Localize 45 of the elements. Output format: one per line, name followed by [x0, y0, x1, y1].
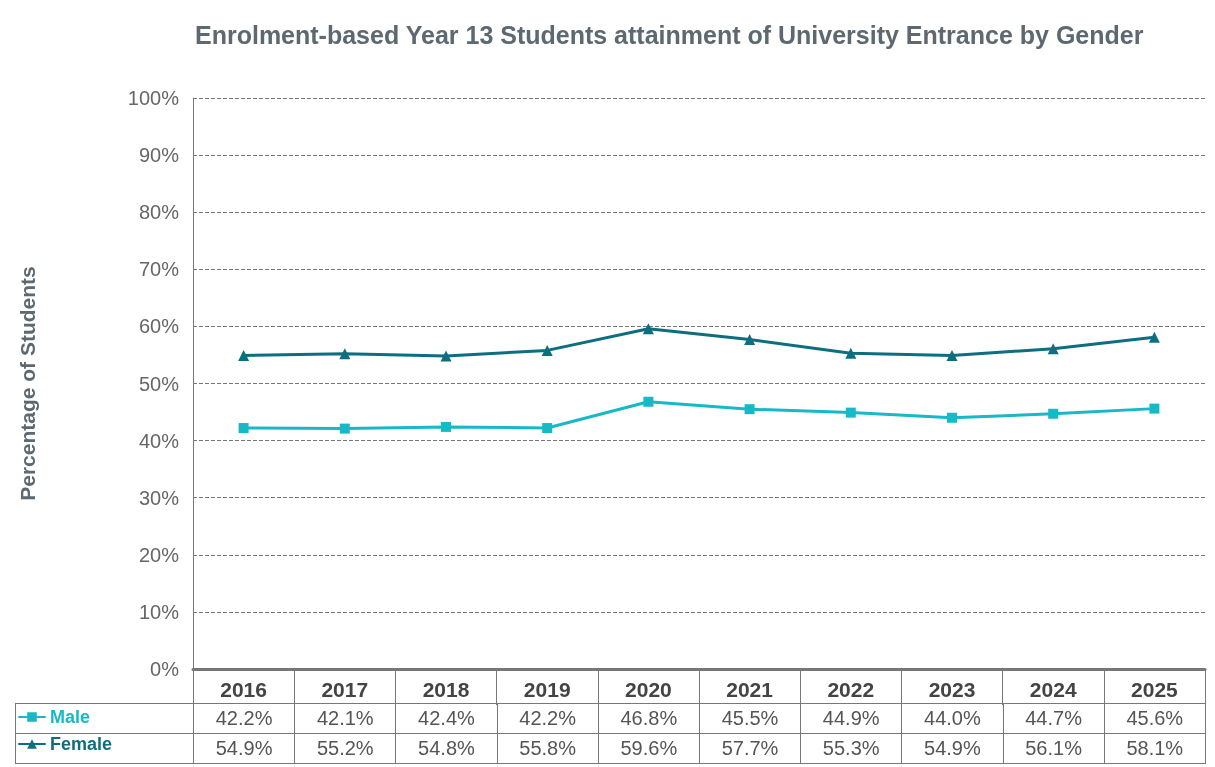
data-label: 57.7%	[699, 733, 801, 764]
x-tick-label: 2024	[1029, 678, 1077, 701]
x-tick-label: 2018	[422, 678, 470, 701]
data-label: 55.8%	[497, 733, 599, 764]
data-label: 55.3%	[800, 733, 902, 764]
data-label: 59.6%	[598, 733, 700, 764]
data-label: 58.1%	[1104, 733, 1206, 764]
data-label: 55.2%	[294, 733, 396, 764]
x-tick-label: 2016	[220, 678, 267, 701]
x-tick-label: 2019	[523, 678, 571, 701]
data-label: 45.6%	[1104, 703, 1206, 734]
x-tick-label: 2020	[625, 678, 672, 701]
data-label: 56.1%	[1003, 733, 1105, 764]
data-label: 44.9%	[800, 703, 902, 734]
x-tick-label: 2025	[1131, 678, 1179, 701]
data-label: 54.8%	[395, 733, 498, 764]
y-tick-label: 70%	[138, 258, 180, 281]
data-label: 45.5%	[699, 703, 801, 734]
chart-title: Enrolment-based Year 13 Students attainment of University Entrance by Gender	[195, 21, 1144, 49]
y-tick-label: 40%	[138, 429, 180, 452]
data-label: 42.4%	[395, 703, 498, 734]
data-label: 42.1%	[294, 703, 396, 734]
data-label: 54.9%	[901, 733, 1003, 764]
data-label: 42.2%	[497, 703, 599, 734]
y-tick-label: 100%	[127, 87, 180, 109]
x-tick-label: 2023	[928, 678, 976, 701]
y-axis-title: Percentage of Students	[16, 266, 39, 501]
data-label: 42.2%	[193, 703, 295, 734]
y-tick-label: 30%	[138, 486, 180, 509]
y-tick-label: 60%	[138, 315, 180, 338]
x-tick-label: 2022	[827, 678, 875, 701]
y-tick-label: 50%	[138, 372, 180, 395]
data-label: 44.0%	[901, 703, 1003, 734]
x-tick-label: 2021	[726, 678, 774, 701]
legend-label: Male	[50, 707, 91, 727]
data-label: 44.7%	[1003, 703, 1105, 734]
data-label: 54.9%	[193, 733, 295, 764]
legend-label: Female	[50, 734, 113, 754]
data-label: 46.8%	[598, 703, 700, 734]
y-tick-label: 80%	[138, 201, 180, 224]
y-tick-label: 0%	[150, 658, 180, 680]
x-tick-label: 2017	[321, 678, 369, 701]
y-tick-label: 90%	[138, 144, 180, 167]
y-tick-label: 10%	[138, 600, 180, 623]
y-tick-label: 20%	[138, 543, 180, 566]
